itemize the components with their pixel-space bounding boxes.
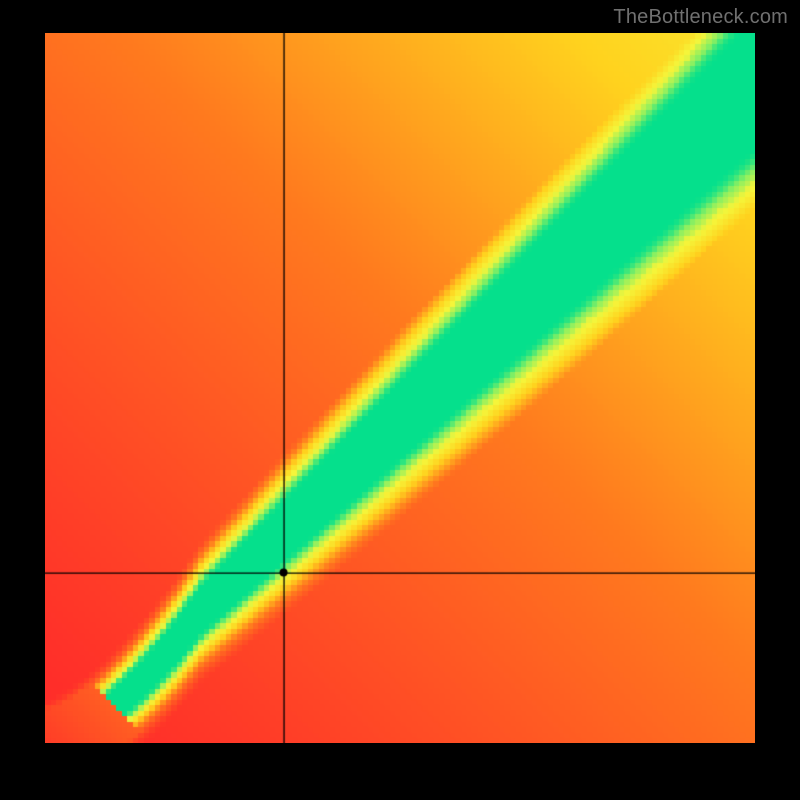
heatmap-canvas bbox=[45, 33, 755, 743]
chart-container: TheBottleneck.com bbox=[0, 0, 800, 800]
watermark-text: TheBottleneck.com bbox=[613, 6, 788, 29]
